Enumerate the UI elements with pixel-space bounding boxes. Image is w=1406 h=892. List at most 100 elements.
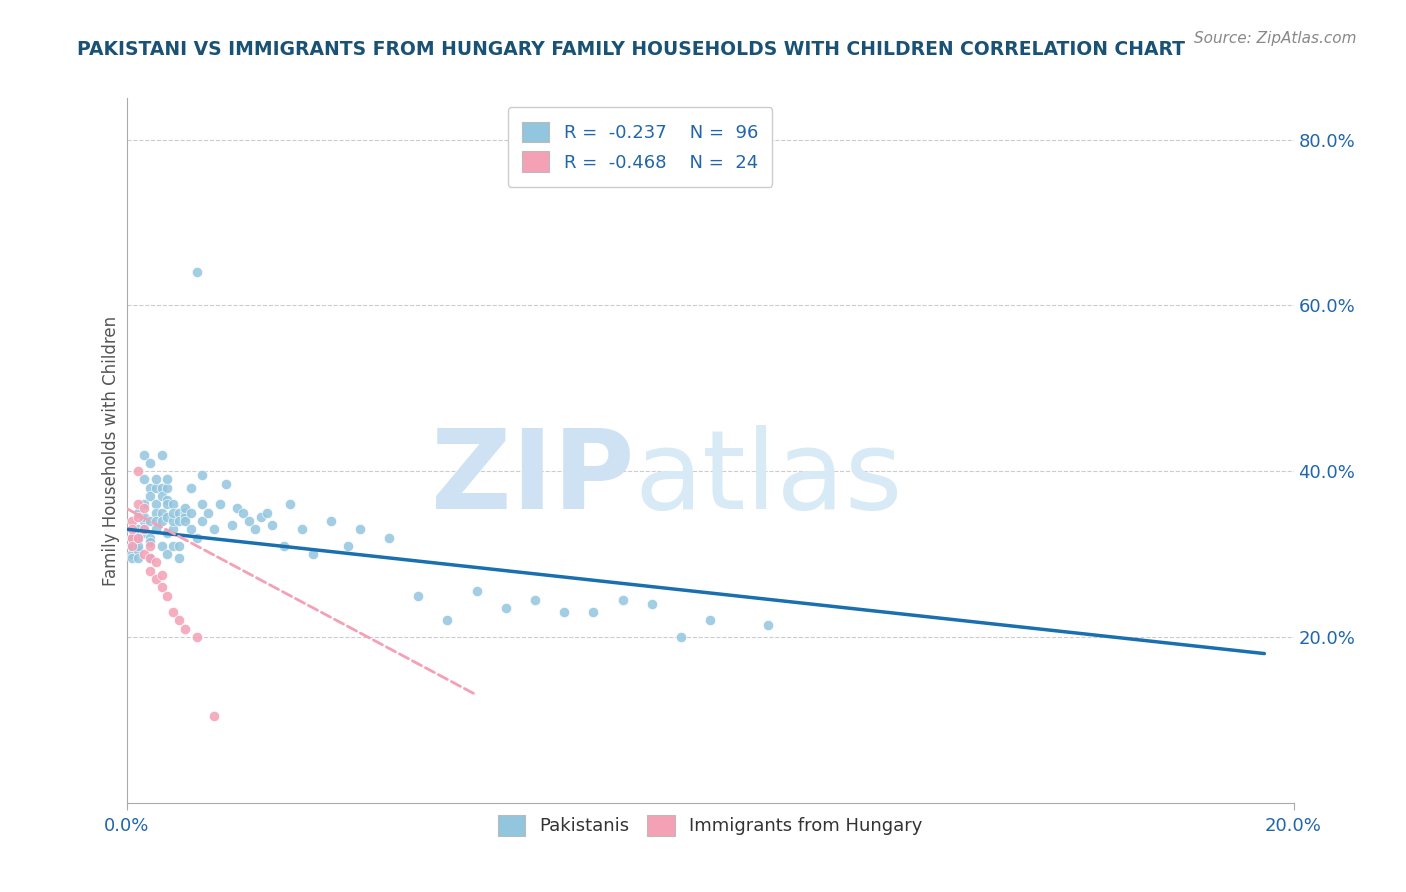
Point (156, 589, 179, 603)
Point (378, 531, 401, 545)
Point (640, 597, 664, 611)
Point (290, 522, 312, 536)
Point (232, 506, 254, 520)
Point (174, 509, 197, 524)
Point (156, 547, 179, 561)
Point (127, 506, 149, 520)
Point (174, 506, 197, 520)
Point (302, 547, 325, 561)
Point (553, 605, 575, 619)
Point (167, 614, 190, 628)
Point (186, 531, 208, 545)
Text: ZIP: ZIP (430, 425, 634, 533)
Point (150, 580, 173, 594)
Point (156, 497, 179, 511)
Point (699, 614, 721, 628)
Point (156, 493, 179, 508)
Point (162, 522, 184, 536)
Point (132, 448, 155, 462)
Point (121, 539, 143, 553)
Point (278, 497, 301, 511)
Point (150, 506, 173, 520)
Point (495, 601, 517, 615)
Point (127, 497, 149, 511)
Point (180, 506, 202, 520)
Point (262, 518, 284, 533)
Text: atlas: atlas (634, 425, 903, 533)
Point (408, 589, 430, 603)
Point (132, 526, 155, 541)
Point (221, 518, 243, 533)
Point (139, 514, 162, 528)
Point (127, 543, 149, 558)
Point (145, 473, 167, 487)
Point (180, 522, 202, 536)
Point (145, 506, 167, 520)
Point (139, 539, 162, 553)
Point (127, 551, 149, 566)
Point (127, 509, 149, 524)
Point (121, 531, 143, 545)
Point (465, 584, 488, 599)
Point (145, 555, 167, 569)
Point (256, 506, 278, 520)
Point (150, 448, 173, 462)
Point (156, 481, 179, 495)
Point (191, 497, 214, 511)
Point (191, 468, 214, 483)
Point (127, 464, 149, 478)
Point (132, 522, 155, 536)
Point (139, 481, 162, 495)
Point (150, 481, 173, 495)
Point (167, 506, 190, 520)
Point (145, 522, 167, 536)
Point (139, 489, 162, 503)
Point (162, 497, 184, 511)
Point (121, 547, 143, 561)
Point (121, 522, 143, 536)
Point (162, 605, 184, 619)
Point (127, 539, 149, 553)
Point (174, 622, 197, 636)
Point (167, 539, 190, 553)
Point (337, 539, 360, 553)
Point (132, 514, 155, 528)
Point (150, 539, 173, 553)
Point (121, 514, 143, 528)
Point (249, 509, 271, 524)
Point (121, 531, 143, 545)
Point (139, 531, 162, 545)
Point (127, 522, 149, 536)
Point (197, 506, 219, 520)
Point (132, 497, 155, 511)
Point (132, 473, 155, 487)
Point (139, 456, 162, 470)
Point (180, 481, 202, 495)
Point (215, 476, 238, 491)
Point (145, 481, 167, 495)
Point (139, 534, 162, 549)
Point (145, 514, 167, 528)
Point (132, 547, 155, 561)
Point (319, 514, 342, 528)
Point (243, 522, 266, 536)
Point (186, 265, 208, 279)
Point (174, 514, 197, 528)
Point (756, 617, 779, 632)
Point (156, 473, 179, 487)
Point (167, 514, 190, 528)
Point (167, 551, 190, 566)
Point (121, 539, 143, 553)
Point (145, 572, 167, 586)
Point (174, 501, 197, 516)
Point (162, 539, 184, 553)
Point (436, 614, 458, 628)
Point (121, 551, 143, 566)
Legend: Pakistanis, Immigrants from Hungary: Pakistanis, Immigrants from Hungary (491, 808, 929, 843)
Point (238, 514, 260, 528)
Point (132, 522, 155, 536)
Text: Source: ZipAtlas.com: Source: ZipAtlas.com (1194, 31, 1357, 46)
Point (226, 501, 249, 516)
Point (524, 592, 547, 607)
Point (139, 564, 162, 578)
